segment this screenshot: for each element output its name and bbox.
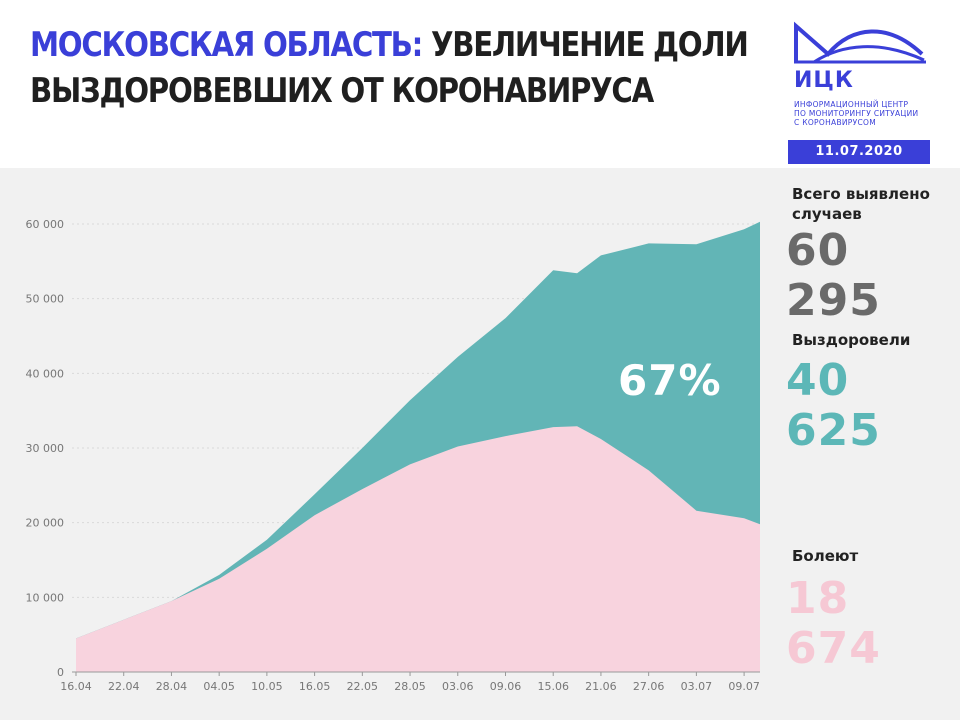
recovered-value: 40 625 xyxy=(786,355,881,456)
chart-panel: 0 10 000 20 000 30 000 40 000 50 000 60 000 16… xyxy=(0,168,960,720)
x-tick-label: 10.05 xyxy=(251,680,283,693)
page-title: МОСКОВСКАЯ ОБЛАСТЬ: УВЕЛИЧЕНИЕ ДОЛИ ВЫЗД… xyxy=(30,22,749,114)
title-region: МОСКОВСКАЯ ОБЛАСТЬ: xyxy=(30,25,423,65)
date-badge: 11.07.2020 xyxy=(788,140,930,164)
x-tick-label: 21.06 xyxy=(585,680,617,693)
logo-subtitle-line: ИНФОРМАЦИОННЫЙ ЦЕНТР xyxy=(794,100,909,109)
total-cases-label: Всего выявлено случаев xyxy=(792,185,930,223)
x-tick-label: 16.04 xyxy=(60,680,92,693)
title-rest: УВЕЛИЧЕНИЕ ДОЛИ xyxy=(430,25,749,65)
logo-subtitle: ИНФОРМАЦИОННЫЙ ЦЕНТР ПО МОНИТОРИНГУ СИТУ… xyxy=(794,100,944,127)
x-tick-label: 16.05 xyxy=(299,680,331,693)
y-tick-label: 20 000 xyxy=(26,517,65,530)
x-tick-label: 09.07 xyxy=(728,680,760,693)
x-tick-label: 04.05 xyxy=(203,680,235,693)
x-tick-label: 09.06 xyxy=(490,680,522,693)
logo-mark-icon xyxy=(794,21,926,64)
y-tick-label: 30 000 xyxy=(26,442,65,455)
sick-label: Болеют xyxy=(792,547,859,565)
x-tick-label: 15.06 xyxy=(537,680,569,693)
x-tick-label: 03.07 xyxy=(681,680,713,693)
header: МОСКОВСКАЯ ОБЛАСТЬ: УВЕЛИЧЕНИЕ ДОЛИ ВЫЗД… xyxy=(0,0,960,168)
sick-area xyxy=(76,426,760,672)
logo-name: ИЦК xyxy=(794,68,854,93)
y-tick-label: 40 000 xyxy=(26,367,65,380)
y-tick-label: 0 xyxy=(57,666,64,679)
y-tick-label: 50 000 xyxy=(26,293,65,306)
x-tick-label: 22.04 xyxy=(108,680,140,693)
logo-subtitle-line: С КОРОНАВИРУСОМ xyxy=(794,118,877,127)
x-tick-label: 28.05 xyxy=(394,680,426,693)
x-axis-labels: 16.04 22.04 28.04 04.05 10.05 16.05 22.05 28.05… xyxy=(60,671,760,693)
x-tick-label: 27.06 xyxy=(633,680,665,693)
area-chart: 0 10 000 20 000 30 000 40 000 50 000 60 000 16… xyxy=(26,218,760,693)
recovered-share-label: 67% xyxy=(618,356,722,405)
sick-value: 18 674 xyxy=(786,573,881,674)
y-tick-label: 60 000 xyxy=(26,218,65,231)
logo: ИЦК ИНФОРМАЦИОННЫЙ ЦЕНТР ПО МОНИТОРИНГУ … xyxy=(792,20,932,127)
x-tick-label: 03.06 xyxy=(442,680,474,693)
y-axis-labels: 0 10 000 20 000 30 000 40 000 50 000 60 000 xyxy=(26,218,65,679)
logo-subtitle-line: ПО МОНИТОРИНГУ СИТУАЦИИ xyxy=(794,109,919,118)
y-tick-label: 10 000 xyxy=(26,591,65,604)
x-tick-label: 28.04 xyxy=(156,680,188,693)
total-cases-value: 60 295 xyxy=(786,225,881,326)
recovered-label: Выздоровели xyxy=(792,331,911,349)
x-tick-label: 22.05 xyxy=(347,680,379,693)
title-line-2: ВЫЗДОРОВЕВШИХ ОТ КОРОНАВИРУСА xyxy=(30,71,654,111)
